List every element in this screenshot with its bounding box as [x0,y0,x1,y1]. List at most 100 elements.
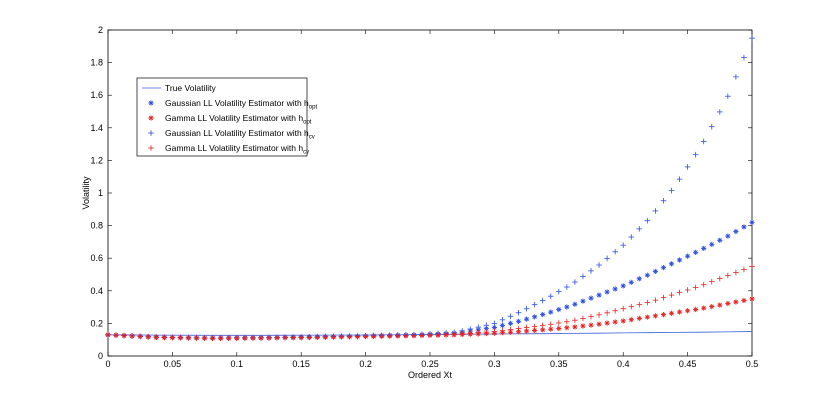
data-point [572,301,578,307]
legend-entry: True Volatility [165,83,216,93]
legend-entry: Gamma LL Volatility Estimator with hcv [165,143,309,156]
data-point [234,335,240,341]
y-tick-label: 0.4 [90,286,103,296]
data-point [588,313,594,320]
data-point [451,331,457,338]
data-point [564,318,570,325]
data-point [741,54,747,61]
data-point [596,262,602,268]
data-point [419,332,425,338]
data-point [515,325,522,332]
data-point [628,317,634,323]
data-point [636,315,642,322]
data-point [378,333,385,339]
legend-marker [148,100,154,106]
data-point [523,324,530,331]
data-point [749,296,755,302]
data-point [491,320,498,327]
data-point [684,164,691,170]
data-point [636,276,642,282]
data-point [660,265,667,271]
data-point [556,320,562,326]
data-point [475,329,482,336]
data-point [668,310,675,316]
y-tick-label: 1 [98,188,103,198]
x-tick-label: 0.1 [231,359,244,369]
y-tick-label: 1.2 [90,155,103,165]
data-point [709,303,715,310]
data-point [177,334,184,341]
data-point [660,311,667,318]
data-point [346,333,353,340]
data-point [612,248,618,255]
data-point [547,321,554,328]
data-point [604,320,610,326]
data-point [580,273,586,280]
data-point [499,317,506,323]
data-point [717,302,723,308]
data-point [540,311,546,318]
data-point [507,326,514,333]
data-point [499,327,506,334]
legend-entry: Gaussian LL Volatility Estimator with hc… [165,128,315,141]
data-point [548,309,554,315]
data-point [725,300,731,307]
data-point [668,292,675,298]
data-point [411,332,417,339]
data-point [193,335,200,341]
data-point [539,322,546,329]
data-point [564,304,570,310]
data-point [338,333,345,340]
data-point [250,335,256,341]
data-point [572,279,578,285]
series-4 [105,263,755,342]
data-point [701,245,707,252]
data-point [524,316,530,322]
data-point [137,333,143,340]
data-point [145,334,152,340]
data-point [685,308,691,314]
data-point [386,333,393,339]
series-layer [105,35,755,342]
data-point [701,305,707,311]
data-point [717,237,723,243]
data-point [628,303,635,310]
data-point [483,329,490,335]
data-point [588,268,594,274]
data-point [548,326,554,332]
data-point [692,284,699,291]
data-point [693,306,699,313]
data-point [362,333,369,340]
data-point [604,310,610,316]
legend-marker [148,115,154,121]
data-point [717,275,723,282]
data-point [556,288,562,295]
true-volatility-line [107,331,753,336]
data-point [620,283,626,289]
data-point [668,261,675,267]
data-point [459,331,465,337]
data-point [588,295,594,301]
data-point [564,325,570,331]
data-point [708,123,715,130]
x-tick-label: 0.45 [679,359,697,369]
data-point [532,314,538,320]
data-point [741,297,747,304]
data-point [475,324,482,330]
data-point [201,335,208,341]
data-point [685,253,691,259]
data-point [258,335,264,341]
data-point [733,269,739,276]
data-point [225,335,232,341]
y-axis-ticks: 0 0.2 0.4 0.6 0.8 1 1.2 1.4 1.6 1.8 2 [90,25,752,361]
series-1 [105,219,755,341]
data-point [121,332,127,339]
data-point [733,299,739,305]
data-point [507,320,514,326]
x-tick-label: 0.5 [746,359,759,369]
data-point [507,313,514,320]
data-point [499,322,506,329]
x-axis-ticks: 0 0.05 0.1 0.15 0.2 0.25 0.3 0.35 0.4 0.45 0.5 [105,30,758,369]
data-point [547,293,554,299]
